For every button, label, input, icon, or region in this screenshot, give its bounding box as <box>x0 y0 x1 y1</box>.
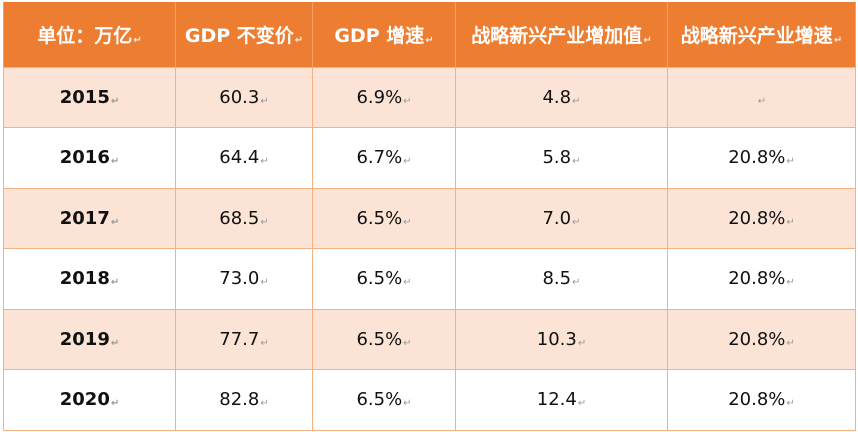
industry-growth-cell: 20.8%↵ <box>667 308 856 370</box>
paragraph-mark-icon: ↵ <box>643 34 652 46</box>
table-row: 2016↵ 64.4↵ 6.7%↵ 5.8↵ 20.8%↵ <box>3 127 856 189</box>
paragraph-mark-icon: ↵ <box>260 216 269 228</box>
industry-value-cell: 5.8↵ <box>455 127 668 189</box>
header-cell-gdp-constant-price: GDP 不变价↵ <box>175 2 313 67</box>
gdp-constant-cell: 73.0↵ <box>175 248 313 310</box>
year-cell: 2018↵ <box>3 248 176 310</box>
header-cell-unit: 单位：万亿↵ <box>3 2 176 67</box>
paragraph-mark-icon: ↵ <box>110 95 120 107</box>
paragraph-mark-icon: ↵ <box>577 337 587 349</box>
paragraph-mark-icon: ↵ <box>260 277 269 289</box>
gdp-growth-cell: 6.9%↵ <box>312 66 456 128</box>
paragraph-mark-icon: ↵ <box>260 337 269 349</box>
paragraph-mark-icon: ↵ <box>133 34 142 46</box>
industry-growth-cell: ↵ <box>667 66 856 128</box>
paragraph-mark-icon: ↵ <box>786 216 795 228</box>
paragraph-mark-icon: ↵ <box>260 156 269 168</box>
paragraph-mark-icon: ↵ <box>110 156 120 168</box>
industry-value-cell: 7.0↵ <box>455 187 668 249</box>
industry-growth-cell: 20.8%↵ <box>667 127 856 189</box>
gdp-growth-cell: 6.5%↵ <box>312 248 456 310</box>
paragraph-mark-icon: ↵ <box>572 216 581 228</box>
paragraph-mark-icon: ↵ <box>572 277 581 289</box>
paragraph-mark-icon: ↵ <box>403 156 412 168</box>
gdp-growth-cell: 6.5%↵ <box>312 369 456 431</box>
paragraph-mark-icon: ↵ <box>403 398 412 410</box>
paragraph-mark-icon: ↵ <box>786 398 795 410</box>
paragraph-mark-icon: ↵ <box>403 337 412 349</box>
paragraph-mark-icon: ↵ <box>757 95 767 107</box>
gdp-constant-cell: 68.5↵ <box>175 187 313 249</box>
paragraph-mark-icon: ↵ <box>572 156 581 168</box>
paragraph-mark-icon: ↵ <box>425 34 434 46</box>
gdp-growth-cell: 6.5%↵ <box>312 187 456 249</box>
paragraph-mark-icon: ↵ <box>833 34 843 46</box>
gdp-constant-cell: 64.4↵ <box>175 127 313 189</box>
table-row: 2020↵ 82.8↵ 6.5%↵ 12.4↵ 20.8%↵ <box>3 369 856 431</box>
year-cell: 2015↵ <box>3 66 176 128</box>
industry-growth-cell: 20.8%↵ <box>667 248 856 310</box>
gdp-growth-cell: 6.5%↵ <box>312 308 456 370</box>
paragraph-mark-icon: ↵ <box>110 398 120 410</box>
paragraph-mark-icon: ↵ <box>260 95 269 107</box>
year-cell: 2017↵ <box>3 187 176 249</box>
gdp-growth-cell: 6.7%↵ <box>312 127 456 189</box>
industry-value-cell: 4.8↵ <box>455 66 668 128</box>
industry-value-cell: 8.5↵ <box>455 248 668 310</box>
industry-growth-cell: 20.8%↵ <box>667 369 856 431</box>
gdp-constant-cell: 60.3↵ <box>175 66 313 128</box>
paragraph-mark-icon: ↵ <box>110 337 120 349</box>
paragraph-mark-icon: ↵ <box>403 277 412 289</box>
header-cell-strategic-industry-value: 战略新兴产业增加值↵ <box>455 2 668 67</box>
industry-value-cell: 10.3↵ <box>455 308 668 370</box>
paragraph-mark-icon: ↵ <box>572 95 581 107</box>
paragraph-mark-icon: ↵ <box>110 277 120 289</box>
table-row: 2017↵ 68.5↵ 6.5%↵ 7.0↵ 20.8%↵ <box>3 187 856 249</box>
paragraph-mark-icon: ↵ <box>786 156 795 168</box>
paragraph-mark-icon: ↵ <box>786 277 795 289</box>
paragraph-mark-icon: ↵ <box>294 34 304 46</box>
paragraph-mark-icon: ↵ <box>403 216 412 228</box>
industry-growth-cell: 20.8%↵ <box>667 187 856 249</box>
year-cell: 2016↵ <box>3 127 176 189</box>
table-row: 2019↵ 77.7↵ 6.5%↵ 10.3↵ 20.8%↵ <box>3 308 856 370</box>
data-table-container: 单位：万亿↵ GDP 不变价↵ GDP 增速↵ 战略新兴产业增加值↵ 战略新兴产… <box>3 2 856 431</box>
paragraph-mark-icon: ↵ <box>786 337 795 349</box>
paragraph-mark-icon: ↵ <box>403 95 412 107</box>
table-row: 2018↵ 73.0↵ 6.5%↵ 8.5↵ 20.8%↵ <box>3 248 856 310</box>
table-row: 2015↵ 60.3↵ 6.9%↵ 4.8↵ ↵ <box>3 66 856 128</box>
industry-value-cell: 12.4↵ <box>455 369 668 431</box>
gdp-constant-cell: 77.7↵ <box>175 308 313 370</box>
data-table: 单位：万亿↵ GDP 不变价↵ GDP 增速↵ 战略新兴产业增加值↵ 战略新兴产… <box>3 2 856 431</box>
paragraph-mark-icon: ↵ <box>260 398 269 410</box>
table-header-row: 单位：万亿↵ GDP 不变价↵ GDP 增速↵ 战略新兴产业增加值↵ 战略新兴产… <box>3 2 856 67</box>
header-cell-strategic-industry-growth: 战略新兴产业增速↵ <box>667 2 856 67</box>
year-cell: 2020↵ <box>3 369 176 431</box>
header-cell-gdp-growth: GDP 增速↵ <box>312 2 456 67</box>
year-cell: 2019↵ <box>3 308 176 370</box>
gdp-constant-cell: 82.8↵ <box>175 369 313 431</box>
paragraph-mark-icon: ↵ <box>577 398 587 410</box>
paragraph-mark-icon: ↵ <box>110 216 120 228</box>
